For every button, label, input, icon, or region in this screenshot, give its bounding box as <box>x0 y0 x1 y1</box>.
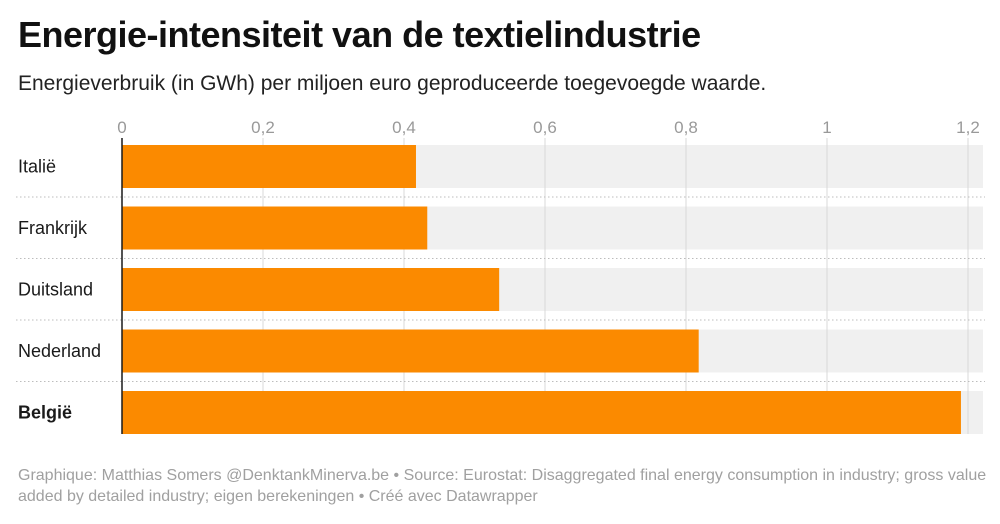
bar-chart: 0 0,2 0,4 0,6 0,8 1 1,2 Italië Frankrijk Duitslan… <box>16 118 985 434</box>
category-label: Duitsland <box>18 280 93 300</box>
footer-credit: Graphique: Matthias Somers @DenktankMine… <box>18 467 390 484</box>
category-label: Italië <box>18 157 56 177</box>
x-tick-label: 1,2 <box>956 118 980 137</box>
bar <box>122 329 699 373</box>
category-label: Nederland <box>18 341 101 361</box>
bar <box>122 145 416 188</box>
footer-separator: • <box>389 467 404 484</box>
category-label: België <box>18 403 72 423</box>
x-tick-label: 1 <box>822 118 831 137</box>
bar <box>122 206 428 250</box>
x-tick-label: 0,2 <box>251 118 275 137</box>
footer-separator: • <box>354 488 369 505</box>
x-tick-label: 0,4 <box>392 118 416 137</box>
x-tick-label: 0,8 <box>674 118 698 137</box>
footer-source: Source: Eurostat: Disaggregated final en… <box>18 467 987 505</box>
category-label: Frankrijk <box>18 218 88 238</box>
chart-subtitle: Energieverbruik (in GWh) per miljoen eur… <box>18 72 767 95</box>
bar <box>122 391 961 434</box>
chart-title: Energie-intensiteit van de textielindust… <box>18 14 701 55</box>
x-tick-label: 0 <box>117 118 126 137</box>
bar <box>122 268 500 311</box>
footer-tool: Créé avec Datawrapper <box>368 488 538 505</box>
chart-footer: Graphique: Matthias Somers @DenktankMine… <box>18 465 988 507</box>
x-tick-label: 0,6 <box>533 118 557 137</box>
